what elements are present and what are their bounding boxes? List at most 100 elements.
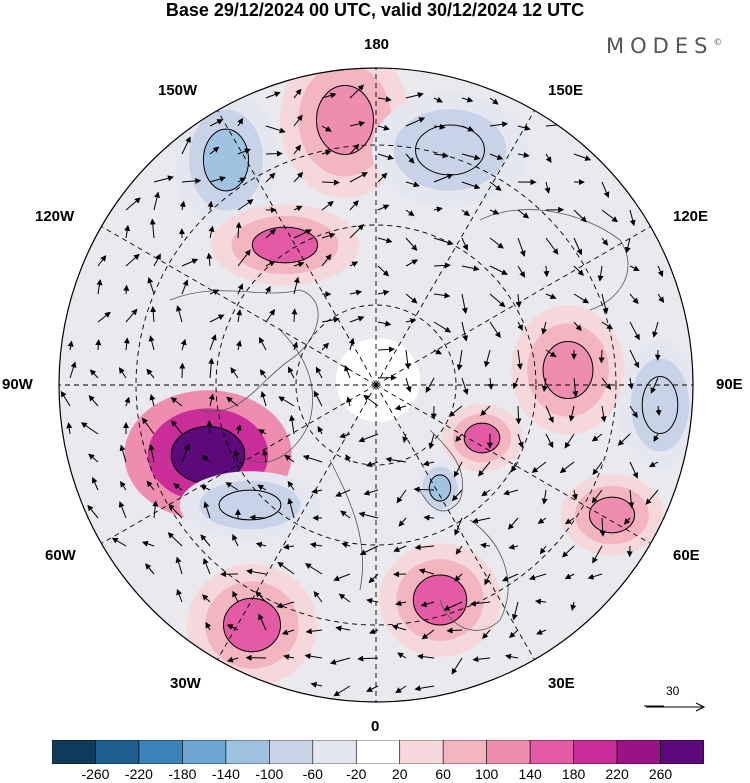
wind-vector-arrow	[277, 561, 295, 575]
wind-vector-arrow	[207, 200, 214, 211]
colorbar-segment	[442, 740, 487, 764]
wind-vector-arrow	[349, 172, 368, 183]
wind-vector-arrow	[537, 517, 547, 524]
wind-vector-arrow	[321, 253, 332, 267]
negative-anomaly-contour	[218, 489, 282, 521]
wind-vector-arrow	[405, 318, 417, 324]
wind-vector-arrow	[461, 96, 474, 103]
wind-vector-arrow	[455, 545, 463, 555]
wind-vector-arrow	[564, 433, 575, 449]
wind-vector-arrow	[349, 200, 359, 211]
wind-vector-arrow	[617, 433, 631, 446]
wind-vector-arrow	[111, 537, 127, 547]
colorbar-tick-label: 20	[391, 766, 408, 782]
wind-vector-arrow	[469, 600, 491, 607]
wind-vector-arrow	[601, 209, 619, 223]
colorbar-segment	[660, 740, 704, 764]
latitude-circle	[215, 224, 537, 546]
wind-vector-arrow	[345, 454, 352, 463]
coastline	[419, 429, 464, 512]
wind-vector-arrow	[478, 461, 491, 477]
wind-vector-arrow	[433, 152, 449, 159]
wind-vector-arrow	[433, 292, 451, 299]
wind-vector-arrow	[601, 321, 614, 330]
wind-vector-arrow	[601, 293, 609, 314]
wind-vector-arrow	[358, 511, 379, 519]
wind-vector-arrow	[397, 652, 407, 659]
wind-vector-arrow	[321, 200, 334, 211]
wind-vector-arrow	[645, 489, 659, 505]
reference-vector-arrow	[644, 705, 664, 707]
wind-vector-arrow	[287, 480, 295, 491]
wind-vector-arrow	[598, 349, 605, 364]
wind-vector-arrow	[398, 517, 407, 527]
colorbar-segment	[312, 740, 357, 764]
wind-vector-arrow	[627, 377, 634, 390]
wind-vector-arrow	[489, 181, 502, 191]
wind-vector-arrow	[624, 237, 631, 254]
lon-label-90e: 90E	[716, 376, 743, 393]
wind-vector-arrow	[349, 120, 366, 127]
wind-vector-arrow	[461, 153, 481, 161]
colorbar-segment	[138, 740, 183, 764]
colorbar-tick-label: 260	[648, 766, 673, 782]
lon-label-150e: 150E	[548, 82, 584, 99]
wind-vector-arrow	[395, 600, 407, 607]
wind-vector-arrow	[413, 486, 435, 493]
wind-vector-arrow	[516, 349, 523, 370]
wind-vector-arrow	[265, 260, 276, 267]
coastline	[169, 289, 319, 412]
wind-vector-arrow	[181, 136, 191, 155]
colorbar-tick-label: -100	[255, 766, 284, 782]
wind-vector-arrow	[393, 545, 407, 552]
wind-vector-arrow	[650, 377, 659, 394]
coastline	[329, 459, 364, 591]
wind-vector-arrow	[349, 224, 365, 239]
wind-vector-arrow	[517, 321, 523, 331]
wind-vector-arrow	[284, 454, 295, 463]
wind-vector-arrow	[592, 461, 603, 476]
wind-vector-arrow	[507, 517, 519, 530]
wind-vector-arrow	[153, 175, 174, 183]
wind-vector-arrow	[173, 483, 183, 491]
wind-vector-arrow	[255, 590, 267, 603]
wind-vector-arrow	[377, 124, 390, 131]
wind-vector-arrow	[517, 265, 526, 278]
wind-vector-arrow	[118, 367, 127, 379]
wind-vector-arrow	[149, 218, 156, 239]
wind-vector-arrow	[321, 179, 340, 186]
wind-vector-arrow	[396, 489, 407, 504]
colorbar-segment	[225, 740, 270, 764]
colorbar-segment	[486, 740, 531, 764]
wind-vector-arrow	[175, 305, 183, 323]
wind-vector-arrow	[600, 405, 607, 423]
wind-vector-arrow	[484, 573, 491, 586]
wind-vector-arrow	[321, 342, 330, 351]
wind-vector-arrow	[489, 265, 508, 275]
colorbar-tick-label: -220	[124, 766, 153, 782]
wind-vector-arrow	[232, 534, 239, 547]
wind-vector-arrow	[545, 153, 552, 164]
lon-label-90w: 90W	[2, 376, 33, 393]
latitude-circle	[295, 304, 457, 466]
wind-vector-arrow	[208, 393, 215, 407]
wind-vector-arrow	[571, 489, 578, 501]
wind-vector-arrow	[559, 461, 575, 474]
wind-vector-arrow	[276, 601, 295, 609]
wind-vector-arrow	[405, 92, 424, 99]
wind-vector-arrow	[536, 629, 547, 635]
wind-vector-arrow	[88, 395, 99, 407]
wind-vector-arrow	[461, 209, 470, 217]
wind-vector-arrow	[592, 545, 603, 564]
wind-vector-arrow	[480, 405, 491, 417]
wind-vector-arrow	[321, 232, 336, 239]
wind-vector-arrow	[124, 396, 131, 407]
wind-vector-arrow	[258, 429, 267, 435]
wind-vector-arrow	[461, 237, 469, 251]
wind-vector-arrow	[313, 590, 323, 603]
wind-vector-arrow	[629, 209, 636, 227]
wind-vector-arrow	[359, 545, 379, 555]
wind-vector-arrow	[175, 556, 183, 575]
colorbar-segment	[529, 740, 574, 764]
wind-vector-arrow	[629, 293, 639, 305]
